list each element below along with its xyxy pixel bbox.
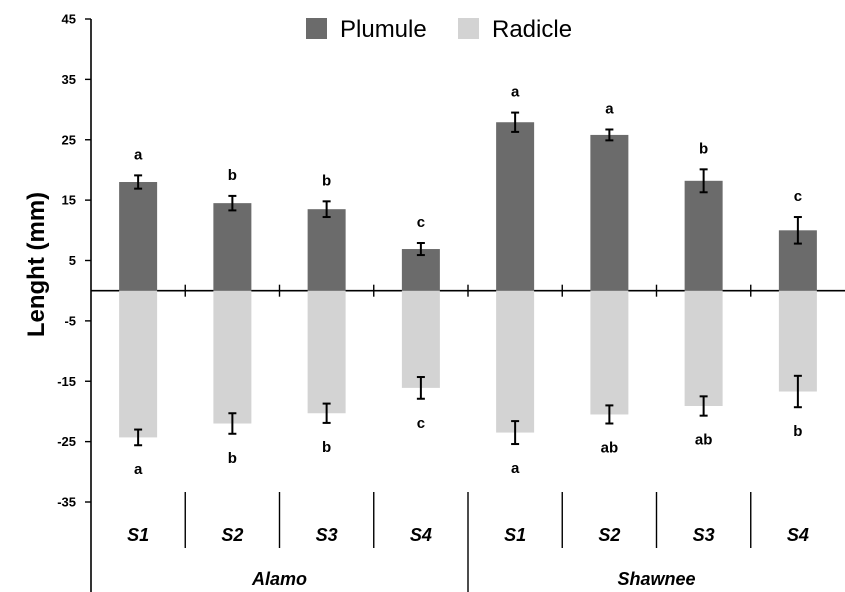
x-group-label: Shawnee	[617, 569, 695, 589]
radicle-bar	[213, 290, 252, 424]
plumule-bar	[213, 203, 252, 291]
legend: Plumule Radicle	[306, 16, 572, 43]
radicle-bar	[401, 290, 440, 388]
y-tick-label: 35	[62, 72, 76, 87]
y-tick-label: 15	[62, 193, 76, 208]
y-axis-title: Lenght (mm)	[23, 192, 50, 337]
x-category-label: S1	[504, 525, 526, 545]
significance-letter: ab	[695, 432, 713, 449]
x-category-label: S3	[316, 525, 338, 545]
legend-label-radicle: Radicle	[492, 16, 572, 43]
x-category-label: S4	[410, 525, 432, 545]
radicle-bar	[684, 290, 723, 407]
significance-letter: ab	[601, 440, 619, 457]
plumule-bar	[590, 134, 629, 291]
radicle-bar	[307, 290, 346, 414]
y-tick-label: 5	[69, 253, 76, 268]
significance-letter: c	[417, 214, 425, 231]
plumule-bar	[684, 180, 723, 291]
significance-letter: a	[511, 460, 520, 477]
legend-swatch-plumule	[306, 18, 327, 39]
legend-swatch-radicle	[458, 18, 479, 39]
y-tick-label: 45	[62, 12, 76, 27]
bars	[119, 111, 817, 447]
y-tick-label: -5	[64, 313, 76, 328]
labels: a a S1 b b S2 b b S3 c c S4 a a S1 a ab S2 b ab S3 c b S4 Alamo S…	[127, 84, 809, 589]
plumule-bar	[119, 182, 158, 291]
significance-letter: b	[228, 450, 237, 467]
significance-letter: c	[417, 415, 425, 432]
x-category-label: S3	[693, 525, 715, 545]
radicle-bar	[590, 290, 629, 415]
significance-letter: b	[699, 140, 708, 157]
significance-letter: a	[605, 100, 614, 117]
significance-letter: a	[511, 84, 520, 101]
y-tick-label: 25	[62, 132, 76, 147]
y-tick-label: -35	[57, 495, 76, 510]
significance-letter: b	[322, 172, 331, 189]
significance-letter: a	[134, 461, 143, 478]
x-category-label: S2	[598, 525, 620, 545]
legend-label-plumule: Plumule	[340, 16, 427, 43]
significance-letter: a	[134, 146, 143, 163]
y-tick-label: -15	[57, 374, 76, 389]
radicle-bar	[119, 290, 158, 438]
y-tick-label: -25	[57, 434, 76, 449]
significance-letter: c	[794, 188, 802, 205]
radicle-bar	[496, 290, 535, 433]
significance-letter: b	[228, 167, 237, 184]
x-category-label: S2	[221, 525, 243, 545]
plumule-bar	[307, 209, 346, 291]
x-category-label: S4	[787, 525, 809, 545]
radicle-bar	[778, 290, 817, 392]
significance-letter: b	[322, 439, 331, 456]
plumule-bar	[496, 122, 535, 291]
x-group-label: Alamo	[251, 569, 307, 589]
significance-letter: b	[793, 423, 802, 440]
x-category-label: S1	[127, 525, 149, 545]
